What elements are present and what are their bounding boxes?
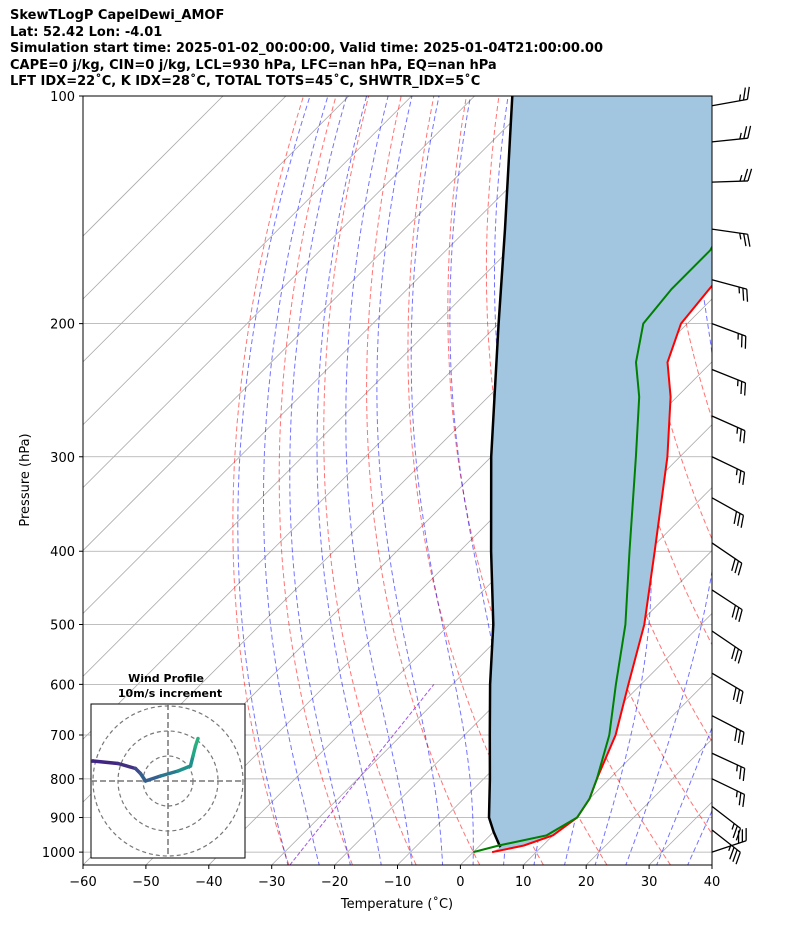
moist-adiabat-line — [410, 96, 474, 865]
hodograph-trace — [143, 774, 163, 783]
dry-adiabat-line — [232, 96, 304, 865]
moist-adiabat-line — [376, 96, 444, 865]
hodograph-trace — [158, 769, 180, 778]
wind-barb — [711, 323, 747, 349]
x-tick-label: 20 — [578, 875, 595, 890]
mixing-ratio-line — [289, 684, 435, 865]
moist-adiabat-line — [289, 96, 351, 865]
wind-barb — [711, 497, 745, 528]
parcel-profile-line — [487, 96, 514, 848]
hodograph-trace — [193, 736, 200, 748]
isotherm-line — [83, 96, 224, 237]
isotherm-line — [711, 864, 712, 865]
wind-barb — [711, 542, 743, 576]
wind-barb — [711, 778, 746, 808]
dry-adiabat-line — [366, 96, 481, 865]
title-line: SkewTLogP CapelDewi_AMOF — [10, 8, 225, 23]
x-tick-label: 10 — [515, 875, 532, 890]
wind-barb — [711, 672, 744, 705]
hodograph-trace — [68, 791, 73, 794]
y-tick-label: 900 — [50, 812, 75, 827]
title-line: LFT IDX=22˚C, K IDX=28˚C, TOTAL TOTS=45˚… — [10, 74, 481, 89]
y-tick-label: 1000 — [42, 846, 75, 861]
dewpoint-profile-line — [473, 245, 712, 854]
y-tick-label: 200 — [50, 318, 75, 333]
hodograph-title: Wind Profile — [128, 672, 204, 685]
title-line: CAPE=0 j/kg, CIN=0 j/kg, LCL=930 hPa, LF… — [10, 57, 497, 73]
wind-barb — [711, 368, 747, 396]
wind-barb — [711, 168, 753, 183]
x-tick-label: −50 — [132, 875, 159, 890]
y-tick-label: 100 — [50, 90, 75, 105]
moist-adiabat-line — [656, 726, 712, 865]
y-tick-label: 500 — [50, 619, 75, 634]
x-tick-label: −40 — [195, 875, 222, 890]
isotherm-line — [83, 96, 475, 489]
title-line: Simulation start time: 2025-01-02_00:00:… — [10, 41, 603, 56]
moist-adiabat-line — [237, 96, 311, 865]
dry-adiabat-line — [323, 96, 417, 865]
moist-adiabat-line — [687, 809, 712, 865]
x-tick-label: 40 — [704, 875, 721, 890]
dry-adiabat-line — [727, 96, 794, 865]
y-tick-label: 700 — [50, 729, 75, 744]
wind-barb — [711, 829, 741, 865]
y-axis-label: Pressure (hPa) — [18, 433, 33, 526]
y-tick-label: 800 — [50, 773, 75, 788]
dry-adiabat-line — [760, 96, 794, 865]
isotherm-line — [83, 96, 601, 614]
isotherm-line — [775, 96, 794, 865]
hodograph-trace — [176, 764, 193, 773]
y-tick-label: 400 — [50, 545, 75, 560]
x-tick-label: −60 — [69, 875, 96, 890]
wind-barb — [711, 589, 743, 623]
wind-barb — [711, 279, 749, 302]
cape-cin-shading — [489, 96, 712, 853]
x-tick-label: 0 — [456, 875, 464, 890]
moist-adiabat-line — [449, 96, 509, 865]
chart-title: SkewTLogP CapelDewi_AMOF Lat: 52.42 Lon:… — [10, 8, 603, 91]
hodograph-subtitle: 10m/s increment — [118, 687, 222, 700]
wind-barb — [711, 630, 743, 664]
wind-barb — [711, 752, 746, 781]
isotherm-line — [83, 96, 412, 426]
title-line: Lat: 52.42 Lon: -4.01 — [10, 24, 163, 40]
moist-adiabat-line — [316, 96, 382, 865]
y-tick-label: 600 — [50, 678, 75, 693]
moist-adiabat-line — [625, 96, 712, 865]
wind-barb — [711, 805, 742, 841]
wind-barb — [711, 828, 747, 853]
wind-barb — [711, 456, 746, 485]
isotherm-line — [523, 675, 712, 865]
moist-adiabat-line — [345, 96, 413, 865]
moist-adiabat-line — [263, 96, 329, 865]
wind-barb — [711, 125, 752, 143]
isotherm-line — [334, 487, 712, 865]
wind-barb — [711, 715, 745, 745]
x-tick-label: −30 — [258, 875, 285, 890]
x-tick-label: −10 — [384, 875, 411, 890]
x-tick-label: −20 — [321, 875, 348, 890]
x-tick-label: 30 — [641, 875, 658, 890]
isotherm-line — [83, 96, 350, 363]
hodograph-trace — [91, 759, 120, 766]
y-tick-label: 300 — [50, 451, 75, 466]
wind-barb — [711, 228, 751, 247]
wind-barb — [711, 86, 750, 107]
isotherm-line — [83, 96, 538, 552]
hodograph-trace — [116, 761, 138, 771]
isotherm-line — [83, 96, 287, 300]
wind-barb — [711, 415, 746, 444]
x-axis-label: Temperature (˚C) — [340, 896, 453, 912]
hodograph-inset — [68, 703, 246, 859]
